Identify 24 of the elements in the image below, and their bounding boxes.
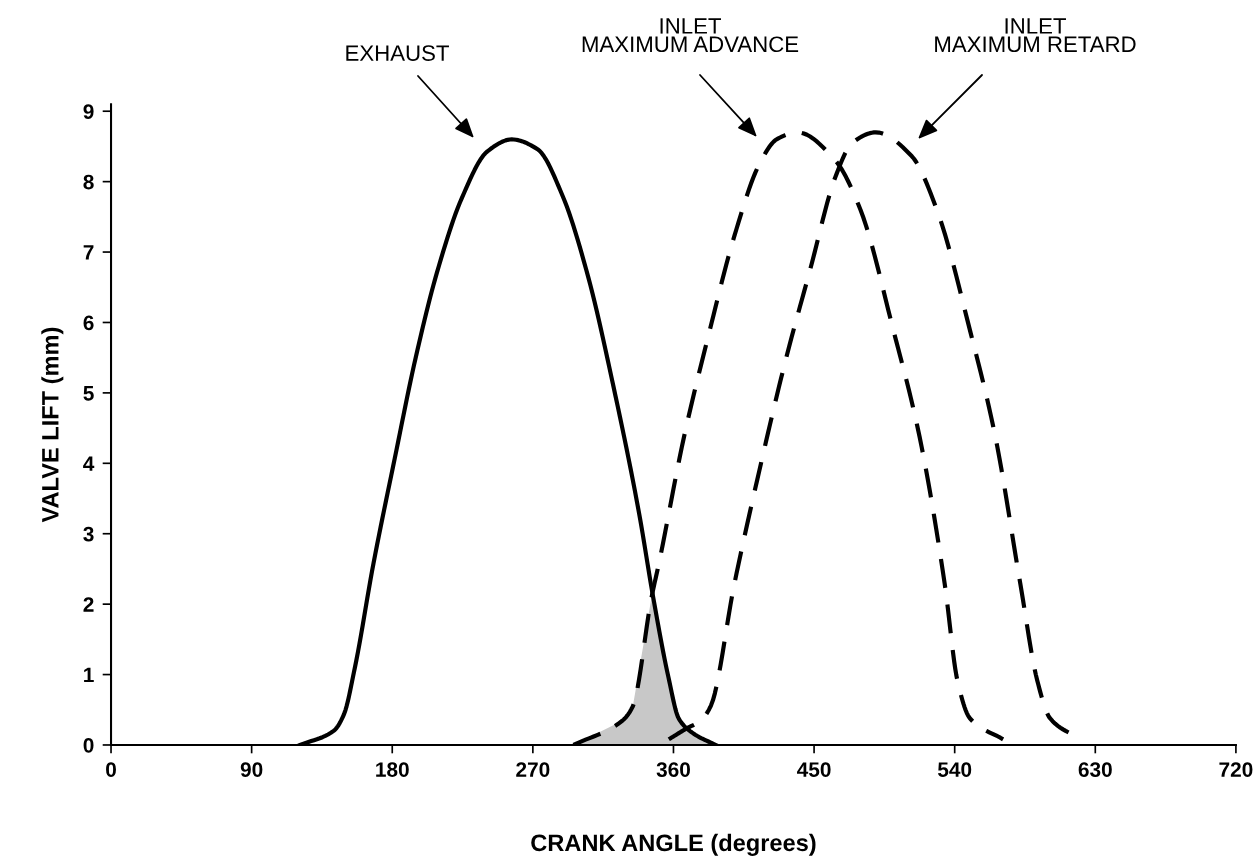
text: EXHAUST xyxy=(346,45,449,61)
text: INLET MAXIMUM ADVANCE xyxy=(582,18,799,53)
y-tick-label: 0 xyxy=(83,737,94,753)
x-tick-label: 630 xyxy=(1078,762,1112,777)
y-tick-label: 4 xyxy=(83,456,95,471)
y-tick-label: 6 xyxy=(83,315,94,331)
x-tick-label: 0 xyxy=(106,762,116,777)
y-tick-label: 8 xyxy=(83,174,94,190)
text: INLET MAXIMUM RETARD xyxy=(935,18,1136,53)
y-axis-title: VALVE LIFT (mm) xyxy=(41,327,64,523)
x-tick-label: 90 xyxy=(240,762,263,777)
x-tick-label: 270 xyxy=(516,762,550,777)
y-tick-label: 7 xyxy=(83,245,94,260)
x-tick-label: 360 xyxy=(656,762,690,777)
y-tick-label: 9 xyxy=(83,104,94,119)
x-axis-title: CRANK ANGLE (degrees) xyxy=(531,833,816,856)
y-tick-label: 1 xyxy=(84,667,94,683)
y-tick-label: 2 xyxy=(83,597,94,612)
y-tick-label: 3 xyxy=(83,526,94,542)
x-tick-label: 180 xyxy=(376,762,409,777)
x-tick-label: 450 xyxy=(797,762,831,777)
x-tick-label: 720 xyxy=(1219,762,1253,777)
y-tick-label: 5 xyxy=(83,386,94,401)
x-tick-label: 540 xyxy=(937,762,972,777)
